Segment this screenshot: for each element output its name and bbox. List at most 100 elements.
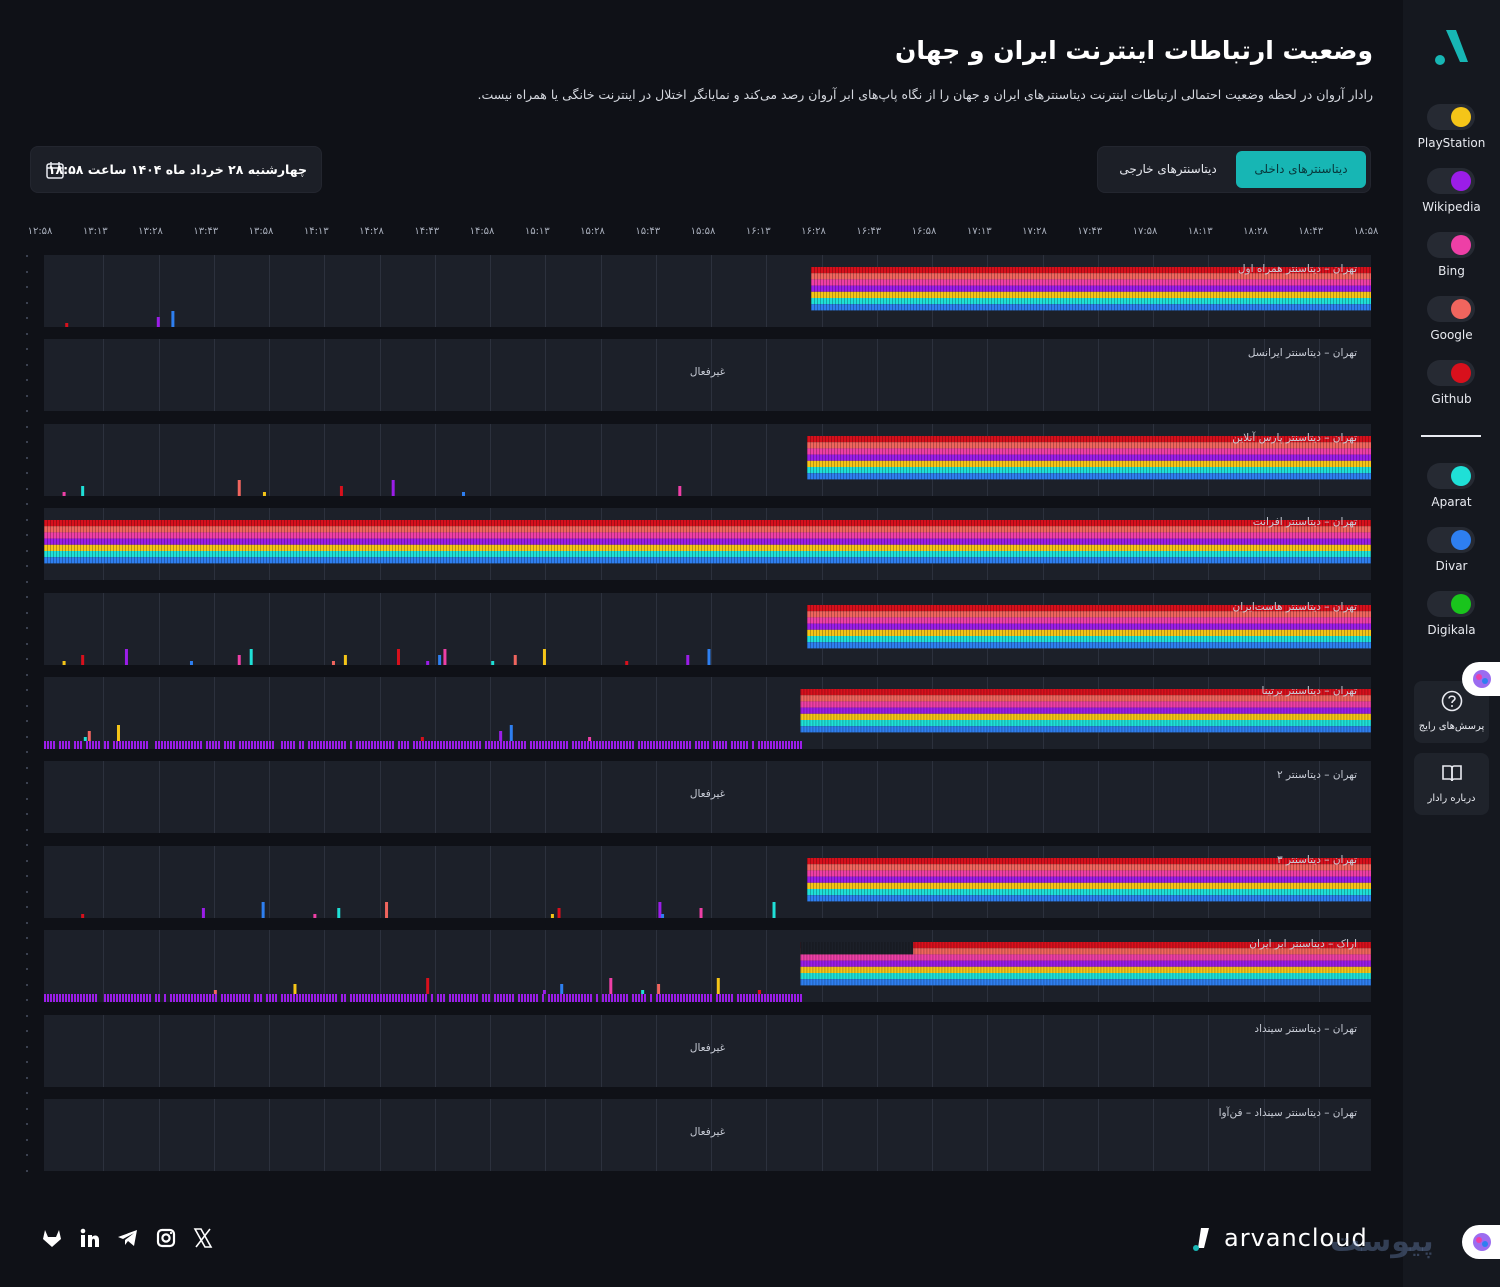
baseline-bar <box>500 741 502 749</box>
datacenter-row[interactable]: تهران – دیتاسنتر هاست‌ایران <box>44 592 1371 665</box>
datacenter-row[interactable]: تهران – دیتاسنتر ۳ <box>44 845 1371 918</box>
band-gap <box>800 930 914 955</box>
toggle-switch[interactable] <box>1427 527 1475 553</box>
instagram-icon[interactable] <box>154 1226 178 1250</box>
bar-stripe <box>167 520 168 564</box>
bar-stripe <box>1009 267 1011 311</box>
faq-button[interactable]: پرسش‌های رایج <box>1414 681 1489 743</box>
telegram-icon[interactable] <box>116 1226 140 1250</box>
service-toggle[interactable]: Divar <box>1410 523 1493 579</box>
bar-stripe <box>1190 689 1192 733</box>
bar-stripe <box>359 520 360 564</box>
bar-stripe <box>836 520 837 564</box>
toggle-switch[interactable] <box>1427 232 1475 258</box>
grid-line <box>103 845 105 918</box>
service-toggle[interactable]: PlayStation <box>1410 100 1493 156</box>
bar-stripe <box>1067 942 1069 986</box>
datacenter-row[interactable]: تهران – دیتاسنتر همراه اول <box>44 255 1371 327</box>
bar-stripe <box>1055 689 1057 733</box>
service-band <box>807 616 1371 624</box>
bar-stripe <box>68 520 69 564</box>
baseline-bar <box>317 994 319 1003</box>
bar-stripe <box>1356 857 1358 902</box>
bar-stripe <box>1281 857 1283 902</box>
bar-stripe <box>746 520 747 564</box>
bar-stripe <box>1100 942 1102 986</box>
datacenter-row[interactable]: تهران – دیتاسنتر ۲ غیرفعال <box>44 761 1371 834</box>
arvan-logo-icon[interactable] <box>1430 28 1472 70</box>
baseline-bar <box>368 741 370 749</box>
y-axis-dot <box>26 673 28 676</box>
bar-stripe <box>1001 689 1003 733</box>
service-toggle[interactable]: Google <box>1410 292 1493 348</box>
linkedin-icon[interactable] <box>78 1226 102 1250</box>
bar-stripe <box>896 942 898 986</box>
baseline-bar <box>341 741 343 749</box>
gitlab-icon[interactable] <box>40 1226 64 1250</box>
bar-stripe <box>896 520 897 564</box>
bar-stripe <box>239 520 240 564</box>
bar-stripe <box>1157 942 1159 986</box>
about-button[interactable]: درباره رادار <box>1414 753 1489 815</box>
datacenter-row[interactable]: تهران – دیتاسنتر سینداد – فن‌آوا غیرفعال <box>44 1099 1371 1171</box>
y-axis-dot <box>26 332 28 335</box>
baseline-bar <box>494 741 496 749</box>
bar-stripe <box>584 520 585 564</box>
datacenter-row[interactable]: تهران – دیتاسنتر پارس آنلاین <box>44 423 1371 496</box>
grid-line <box>379 339 381 412</box>
tab-internal-datacenters[interactable]: دیتاسنترهای داخلی <box>1236 151 1366 188</box>
datacenter-row[interactable]: اراک – دیتاسنتر ابر ایران <box>44 930 1371 1003</box>
bar-stripe <box>842 942 844 986</box>
bar-stripe <box>1145 942 1147 986</box>
bar-stripe <box>1250 689 1252 733</box>
toggle-switch[interactable] <box>1427 360 1475 386</box>
toggle-switch[interactable] <box>1427 591 1475 617</box>
bar-stripe <box>1241 689 1243 733</box>
bar-stripe <box>984 604 986 648</box>
toggle-switch[interactable] <box>1427 463 1475 489</box>
bar-stripe <box>1299 604 1301 648</box>
baseline-bar <box>791 741 793 749</box>
datacenter-row[interactable]: تهران – دیتاسنتر ایرانسل غیرفعال <box>44 339 1371 412</box>
service-toggle[interactable]: Wikipedia <box>1410 164 1493 220</box>
bar-stripe <box>1213 267 1215 311</box>
grid-line <box>269 930 270 1003</box>
bar-stripe <box>849 604 851 648</box>
bar-stripe <box>1221 435 1223 480</box>
calendar-icon <box>46 162 64 179</box>
service-toggle[interactable]: Digikala <box>1410 587 1493 643</box>
chat-widget-button[interactable] <box>1462 662 1500 696</box>
chat-widget-button-bottom[interactable] <box>1462 1225 1500 1259</box>
service-toggle[interactable]: Aparat <box>1410 459 1493 515</box>
baseline-bar <box>770 741 772 749</box>
service-band <box>800 948 1371 955</box>
datacenter-row[interactable]: تهران – دیتاسنتر افرانت <box>44 508 1371 581</box>
bar-stripe <box>1294 267 1296 311</box>
tab-external-datacenters[interactable]: دیتاسنترهای خارجی <box>1119 162 1217 176</box>
baseline-bar <box>584 741 586 749</box>
date-picker[interactable]: چهارشنبه ۲۸ خرداد ماه ۱۴۰۴ ساعت ۱۸:۵۸ <box>30 146 322 193</box>
bar-stripe <box>1151 520 1152 564</box>
bar-stripe <box>900 604 902 648</box>
watermark: پیوست <box>1330 1224 1434 1259</box>
outage-spike <box>81 913 85 918</box>
bar-stripe <box>1370 942 1371 986</box>
toggle-switch[interactable] <box>1427 296 1475 322</box>
service-toggle[interactable]: Bing <box>1410 228 1493 284</box>
x-icon[interactable] <box>191 1226 215 1250</box>
bar-stripe <box>1042 267 1044 311</box>
grid-line <box>545 677 547 749</box>
datacenter-row[interactable]: تهران – دیتاسنتر برتینا <box>44 677 1371 749</box>
bar-stripe <box>1076 942 1078 986</box>
bar-stripe <box>1175 942 1177 986</box>
datacenter-row[interactable]: تهران – دیتاسنتر سینداد غیرفعال <box>44 1014 1371 1087</box>
toggle-switch[interactable] <box>1427 168 1475 194</box>
bar-stripe <box>782 520 783 564</box>
bar-stripe <box>515 520 516 564</box>
service-toggle[interactable]: Github <box>1410 356 1493 412</box>
arvancloud-logo[interactable]: arvancloud <box>1192 1222 1372 1256</box>
grid-line <box>324 930 326 1003</box>
toggle-switch[interactable] <box>1427 104 1475 130</box>
bar-stripe <box>551 520 552 564</box>
y-axis-dot <box>26 751 28 753</box>
